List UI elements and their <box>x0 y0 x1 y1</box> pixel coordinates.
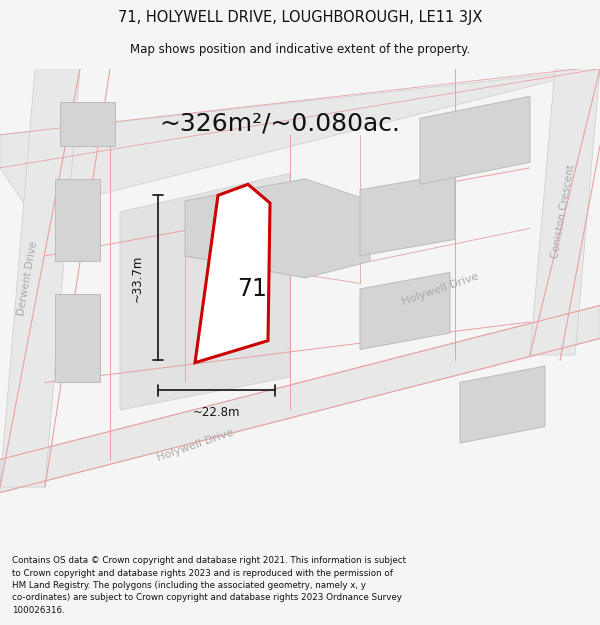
Polygon shape <box>530 69 600 355</box>
Text: Holywell Drive: Holywell Drive <box>400 271 479 307</box>
Text: Map shows position and indicative extent of the property.: Map shows position and indicative extent… <box>130 42 470 56</box>
Polygon shape <box>195 184 270 362</box>
Polygon shape <box>360 272 450 349</box>
Text: ~22.8m: ~22.8m <box>193 406 240 419</box>
Polygon shape <box>55 179 100 261</box>
Text: Coniston Crescent: Coniston Crescent <box>550 164 576 260</box>
Polygon shape <box>420 96 530 184</box>
Polygon shape <box>60 102 115 146</box>
Text: ~326m²/~0.080ac.: ~326m²/~0.080ac. <box>160 112 401 136</box>
Polygon shape <box>120 173 290 410</box>
Text: ~33.7m: ~33.7m <box>131 254 144 302</box>
Polygon shape <box>185 179 370 278</box>
Text: Derwent Drive: Derwent Drive <box>17 240 40 316</box>
Text: 71, HOLYWELL DRIVE, LOUGHBOROUGH, LE11 3JX: 71, HOLYWELL DRIVE, LOUGHBOROUGH, LE11 3… <box>118 10 482 25</box>
Polygon shape <box>360 173 455 256</box>
Text: Contains OS data © Crown copyright and database right 2021. This information is : Contains OS data © Crown copyright and d… <box>12 556 406 615</box>
Polygon shape <box>0 69 600 212</box>
Polygon shape <box>0 306 600 492</box>
Text: Holywell Drive: Holywell Drive <box>155 428 235 463</box>
Polygon shape <box>460 366 545 443</box>
Polygon shape <box>0 69 80 487</box>
Polygon shape <box>55 294 100 382</box>
Text: 71: 71 <box>237 277 267 301</box>
